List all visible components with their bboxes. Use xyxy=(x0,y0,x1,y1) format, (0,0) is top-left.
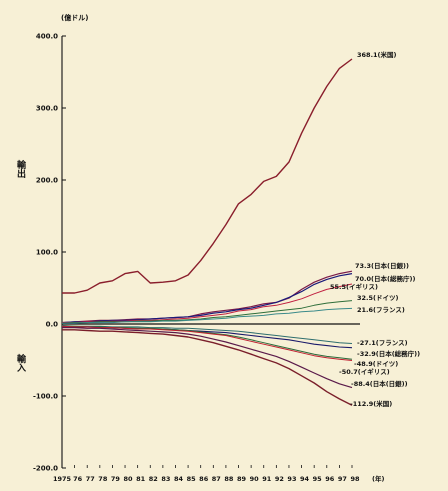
x-tick-label: 84 xyxy=(174,475,184,483)
y-tick-label: 200.0 xyxy=(36,177,58,185)
series-end-label: 73.3(日本(日銀)) xyxy=(355,261,409,270)
series-line-4 xyxy=(61,300,353,324)
x-tick-label: 96 xyxy=(325,475,335,483)
x-tick-label: 76 xyxy=(73,475,83,483)
x-tick-label: 85 xyxy=(187,475,197,483)
y-tick-label: 400.0 xyxy=(36,33,58,41)
series-line-0 xyxy=(62,58,353,294)
x-tick-label: 81 xyxy=(136,475,146,483)
x-tick-label: 95 xyxy=(313,475,323,483)
x-tick-label: 92 xyxy=(275,475,284,483)
x-axis: 1975 76 77 78 79 80 81 82 83 84 85 86 87 88 89 90 91 92 93… xyxy=(53,323,384,483)
series-end-label: -48.9(ドイツ) xyxy=(354,360,398,368)
x-tick-label: 78 xyxy=(98,475,108,483)
import-side-label: 輸入 xyxy=(15,353,27,373)
series-end-label: 32.5(ドイツ) xyxy=(357,294,399,302)
series-label-group: 368.1(米国) 73.3(日本(日銀)) 70.0(日本(総務庁))55.5(イ… xyxy=(330,50,420,408)
series-end-label: -112.9(米国) xyxy=(350,399,392,408)
x-tick-label: 89 xyxy=(237,475,247,483)
export-side-label: 輸出 xyxy=(15,159,26,179)
x-tick-label: 86 xyxy=(199,475,209,483)
y-tick-label: -100.0 xyxy=(33,393,58,401)
y-tick-label: 300.0 xyxy=(36,105,58,113)
x-tick-label: 91 xyxy=(262,475,272,483)
series-end-label: 21.6(フランス) xyxy=(357,306,405,314)
x-tick-label: 79 xyxy=(111,475,121,483)
x-tick-label: 87 xyxy=(212,475,221,483)
series-end-label: -32.9(日本(総務庁)) xyxy=(357,349,420,358)
y-tick-label: -200.0 xyxy=(33,465,58,473)
x-tick-label: 94 xyxy=(300,475,310,483)
y-tick-label: 100.0 xyxy=(36,249,58,257)
series-end-label: -50.7(イギリス) xyxy=(339,367,390,376)
y-tick-label: 0.0 xyxy=(46,321,59,329)
x-tick-label: 80 xyxy=(124,475,134,483)
series-line-3 xyxy=(62,283,353,324)
series-end-label: 55.5(イギリス) xyxy=(330,282,378,291)
x-tick-label: 98 xyxy=(350,475,360,483)
x-tick-label: 77 xyxy=(86,475,95,483)
x-tick-label: 90 xyxy=(250,475,260,483)
series-line-10 xyxy=(62,327,353,389)
x-tick-label: 88 xyxy=(224,475,234,483)
series-end-label: -27.1(フランス) xyxy=(357,339,408,347)
series-group xyxy=(61,58,353,406)
x-tick-label: 97 xyxy=(338,475,347,483)
x-tick-label: 93 xyxy=(287,475,296,483)
series-end-label: 368.1(米国) xyxy=(357,50,397,59)
series-line-5 xyxy=(62,307,353,324)
series-line-6 xyxy=(61,324,353,344)
x-tick-label: 1975 xyxy=(53,475,72,483)
series-end-label: 70.0(日本(総務庁)) xyxy=(355,274,415,283)
series-line-11 xyxy=(62,329,353,406)
series-line-2 xyxy=(61,273,353,324)
series-end-label: -88.4(日本(日銀)) xyxy=(351,379,408,388)
x-unit-label: (年) xyxy=(372,474,384,483)
x-tick-label: 82 xyxy=(149,475,158,483)
series-line-9 xyxy=(61,325,353,361)
y-unit-label: (億ドル) xyxy=(61,13,88,22)
x-tick-label: 83 xyxy=(161,475,170,483)
y-axis: 400.0 300.0 200.0 100.0 0.0 -100.0 -200.0 xyxy=(33,33,66,473)
